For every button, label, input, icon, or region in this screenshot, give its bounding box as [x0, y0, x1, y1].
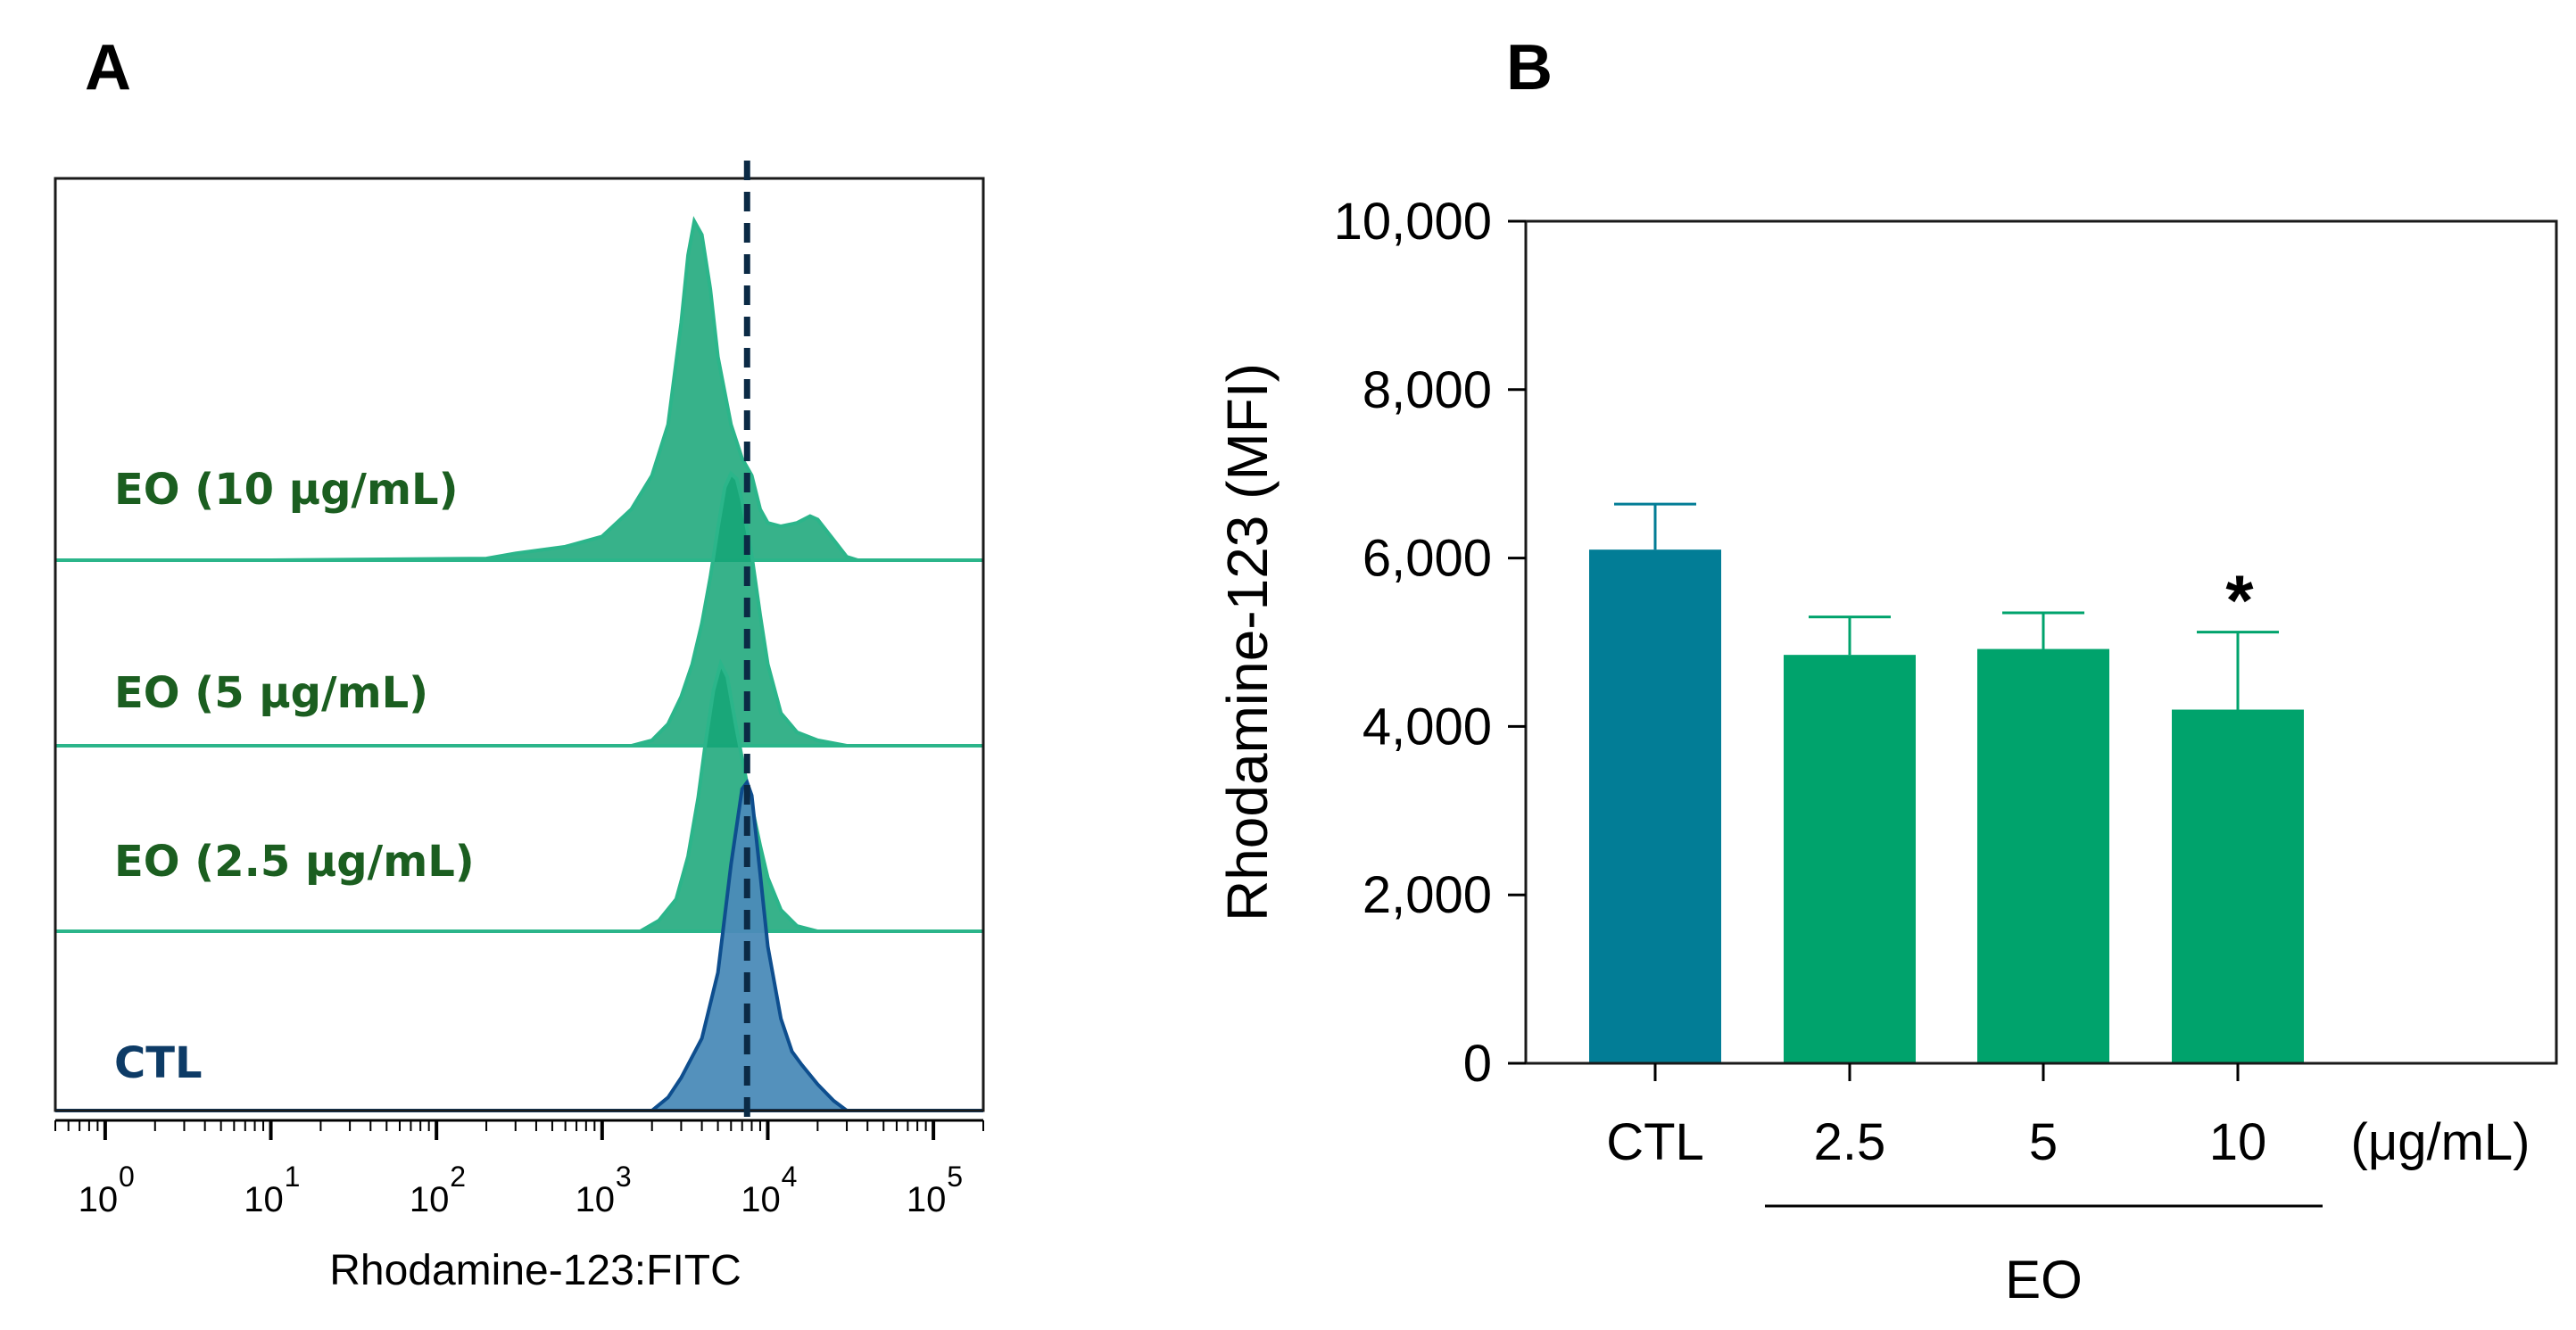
- x-category-label: 2.5: [1814, 1113, 1886, 1171]
- x-tick-label: 10: [410, 1180, 450, 1219]
- x-tick-exponent: 1: [285, 1161, 301, 1193]
- panel-b-label: B: [1506, 32, 1553, 103]
- bar-10: [2172, 709, 2304, 1063]
- bar-ctl: [1589, 549, 1721, 1063]
- x-tick-exponent: 5: [947, 1161, 963, 1193]
- bars: *: [1589, 502, 2304, 1063]
- series-label-ctl: CTL: [114, 1038, 203, 1088]
- y-axis: 0 2,000 4,000 6,000 8,000 10,000: [1334, 193, 1526, 1093]
- panel-b-bar-chart: B * 0 2,000 4,000 6,000 8,000 10,000 CTL 2.5 5 1…: [1215, 32, 2558, 1309]
- panel-a-histogram: A EO (10 μg/mL) EO (5 μg/mL) EO (2.5 μg/…: [54, 32, 985, 1294]
- y-tick-label: 10,000: [1334, 193, 1492, 251]
- histogram-frame: [54, 177, 985, 1112]
- x-category-label: 10: [2209, 1113, 2267, 1171]
- y-tick-label: 8,000: [1363, 361, 1492, 419]
- histogram-trace-eo-1: [55, 470, 983, 748]
- x-tick-exponent: 2: [450, 1161, 466, 1193]
- x-tick-label: 10: [741, 1180, 781, 1219]
- histogram-trace-ctl: [55, 778, 983, 1112]
- x-tick-label: 10: [79, 1180, 119, 1219]
- bar-plot-frame: [1524, 219, 2558, 1065]
- y-axis-label: Rhodamine-123 (MFI): [1215, 363, 1280, 921]
- series-label-eo-5: EO (5 μg/mL): [114, 668, 428, 718]
- histogram-series-labels: EO (10 μg/mL) EO (5 μg/mL) EO (2.5 μg/mL…: [114, 465, 475, 1088]
- y-tick-label: 0: [1463, 1035, 1492, 1093]
- x-tick-exponent: 4: [782, 1161, 798, 1193]
- histogram-trace-eo-0: [55, 216, 983, 562]
- series-label-eo-10: EO (10 μg/mL): [114, 465, 459, 515]
- x-tick-label: 10: [244, 1180, 284, 1219]
- y-tick-label: 4,000: [1363, 698, 1492, 756]
- y-tick-label: 6,000: [1363, 530, 1492, 588]
- x-tick-label: 10: [907, 1180, 947, 1219]
- bar-5: [1977, 648, 2109, 1063]
- significance-marker: *: [2225, 561, 2254, 640]
- x-category-label: 5: [2029, 1113, 2058, 1171]
- series-label-eo-2-5: EO (2.5 μg/mL): [114, 837, 475, 887]
- y-tick-label: 2,000: [1363, 866, 1492, 924]
- histogram-traces: [55, 216, 983, 1112]
- x-tick-exponent: 0: [119, 1161, 135, 1193]
- x-axis-categories: CTL 2.5 5 10: [1606, 1063, 2266, 1171]
- x-axis-label: Rhodamine-123:FITC: [329, 1247, 741, 1294]
- bar-2-5: [1784, 655, 1916, 1063]
- eo-group-label: EO: [2005, 1250, 2083, 1309]
- unit-label: (μg/mL): [2351, 1113, 2530, 1171]
- panel-a-label: A: [85, 32, 131, 103]
- x-tick-exponent: 3: [616, 1161, 632, 1193]
- x-category-label: CTL: [1606, 1113, 1704, 1171]
- x-tick-label: 10: [576, 1180, 616, 1219]
